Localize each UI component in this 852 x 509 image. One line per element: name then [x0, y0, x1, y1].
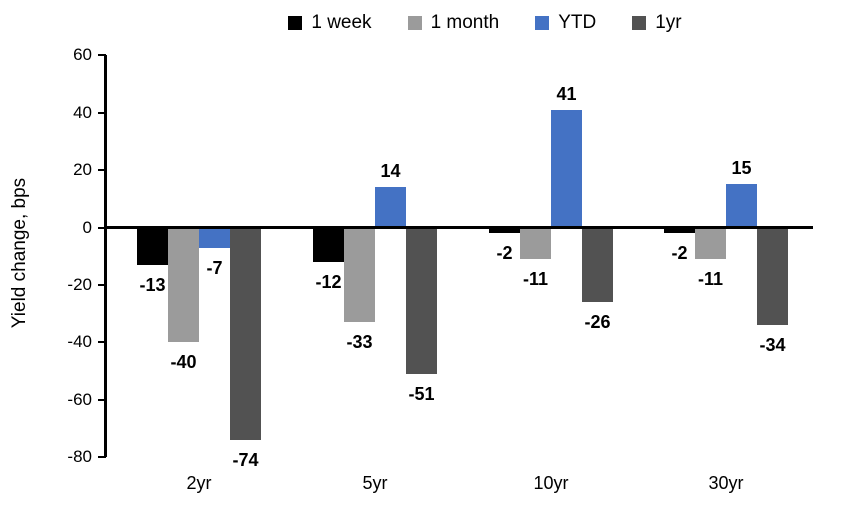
legend-swatch-1-month-icon — [407, 16, 422, 30]
bar-ytd-2yr — [199, 227, 230, 248]
x-category-label-2yr: 2yr — [186, 473, 212, 493]
bar-value-label: -13 — [139, 274, 166, 295]
legend-item-1-week: 1 week — [288, 12, 372, 34]
y-tick-mark — [98, 54, 106, 57]
y-tick-label: -60 — [67, 389, 92, 409]
y-axis-line — [104, 55, 107, 457]
legend-swatch-ytd-icon — [535, 16, 550, 30]
bar-value-label: -7 — [206, 257, 223, 278]
y-tick-label: -80 — [67, 447, 92, 467]
bar-1yr-10yr — [582, 227, 613, 303]
legend-swatch-1yr-icon — [632, 16, 647, 30]
bar-value-label: -2 — [496, 243, 513, 264]
x-axis-zero-line — [104, 226, 813, 229]
bar-1yr-2yr — [230, 227, 261, 440]
legend-swatch-1-week-icon — [288, 16, 303, 30]
legend-label: 1 month — [430, 12, 500, 33]
bar-value-label: -33 — [346, 332, 373, 353]
bar-1-month-30yr — [695, 227, 726, 260]
y-tick-mark — [98, 341, 106, 344]
legend-label: 1yr — [655, 12, 682, 33]
chart-legend: 1 week 1 month YTD 1yr — [130, 8, 840, 38]
legend-label: YTD — [558, 12, 597, 33]
bar-value-label: 41 — [556, 83, 577, 104]
y-tick-label: 20 — [73, 160, 92, 180]
bar-ytd-5yr — [375, 187, 406, 228]
bar-value-label: -40 — [170, 352, 197, 373]
bar-value-label: -34 — [759, 335, 786, 356]
y-tick-mark — [98, 226, 106, 229]
x-category-label-5yr: 5yr — [362, 473, 388, 493]
legend-label: 1 week — [311, 12, 372, 33]
bar-value-label: -12 — [315, 271, 342, 292]
bar-value-label: -26 — [584, 312, 611, 333]
legend-item-1-month: 1 month — [407, 12, 500, 34]
bar-1yr-30yr — [757, 227, 788, 326]
bar-ytd-30yr — [726, 184, 757, 228]
bar-1yr-5yr — [406, 227, 437, 374]
y-tick-label: 60 — [73, 45, 92, 65]
x-category-label-30yr: 30yr — [708, 473, 744, 493]
y-tick-mark — [98, 283, 106, 286]
bar-1-week-5yr — [313, 227, 344, 262]
y-tick-mark — [98, 111, 106, 114]
y-tick-label: -20 — [67, 274, 92, 294]
bar-value-label: 15 — [731, 158, 752, 179]
bar-ytd-10yr — [551, 109, 582, 228]
y-tick-label: 40 — [73, 102, 92, 122]
bar-1-week-10yr — [489, 227, 520, 234]
legend-item-1yr: 1yr — [632, 12, 682, 34]
legend-item-ytd: YTD — [535, 12, 596, 34]
bar-1-week-30yr — [664, 227, 695, 234]
bar-1-month-2yr — [168, 227, 199, 343]
y-tick-label: -40 — [67, 332, 92, 352]
bar-1-month-10yr — [520, 227, 551, 260]
bar-value-label: -2 — [671, 243, 688, 264]
y-tick-mark — [98, 398, 106, 401]
bar-value-label: 14 — [380, 161, 401, 182]
y-tick-label: 0 — [82, 217, 92, 237]
bar-value-label: -51 — [408, 383, 435, 404]
bar-value-label: -11 — [522, 269, 549, 290]
bar-value-label: -11 — [697, 269, 724, 290]
x-category-label-10yr: 10yr — [533, 473, 569, 493]
bar-1-month-5yr — [344, 227, 375, 323]
y-axis-title: Yield change, bps — [9, 177, 30, 329]
y-tick-mark — [98, 169, 106, 172]
bar-1-week-2yr — [137, 227, 168, 265]
bar-value-label: -74 — [232, 449, 259, 470]
y-tick-mark — [98, 456, 106, 459]
